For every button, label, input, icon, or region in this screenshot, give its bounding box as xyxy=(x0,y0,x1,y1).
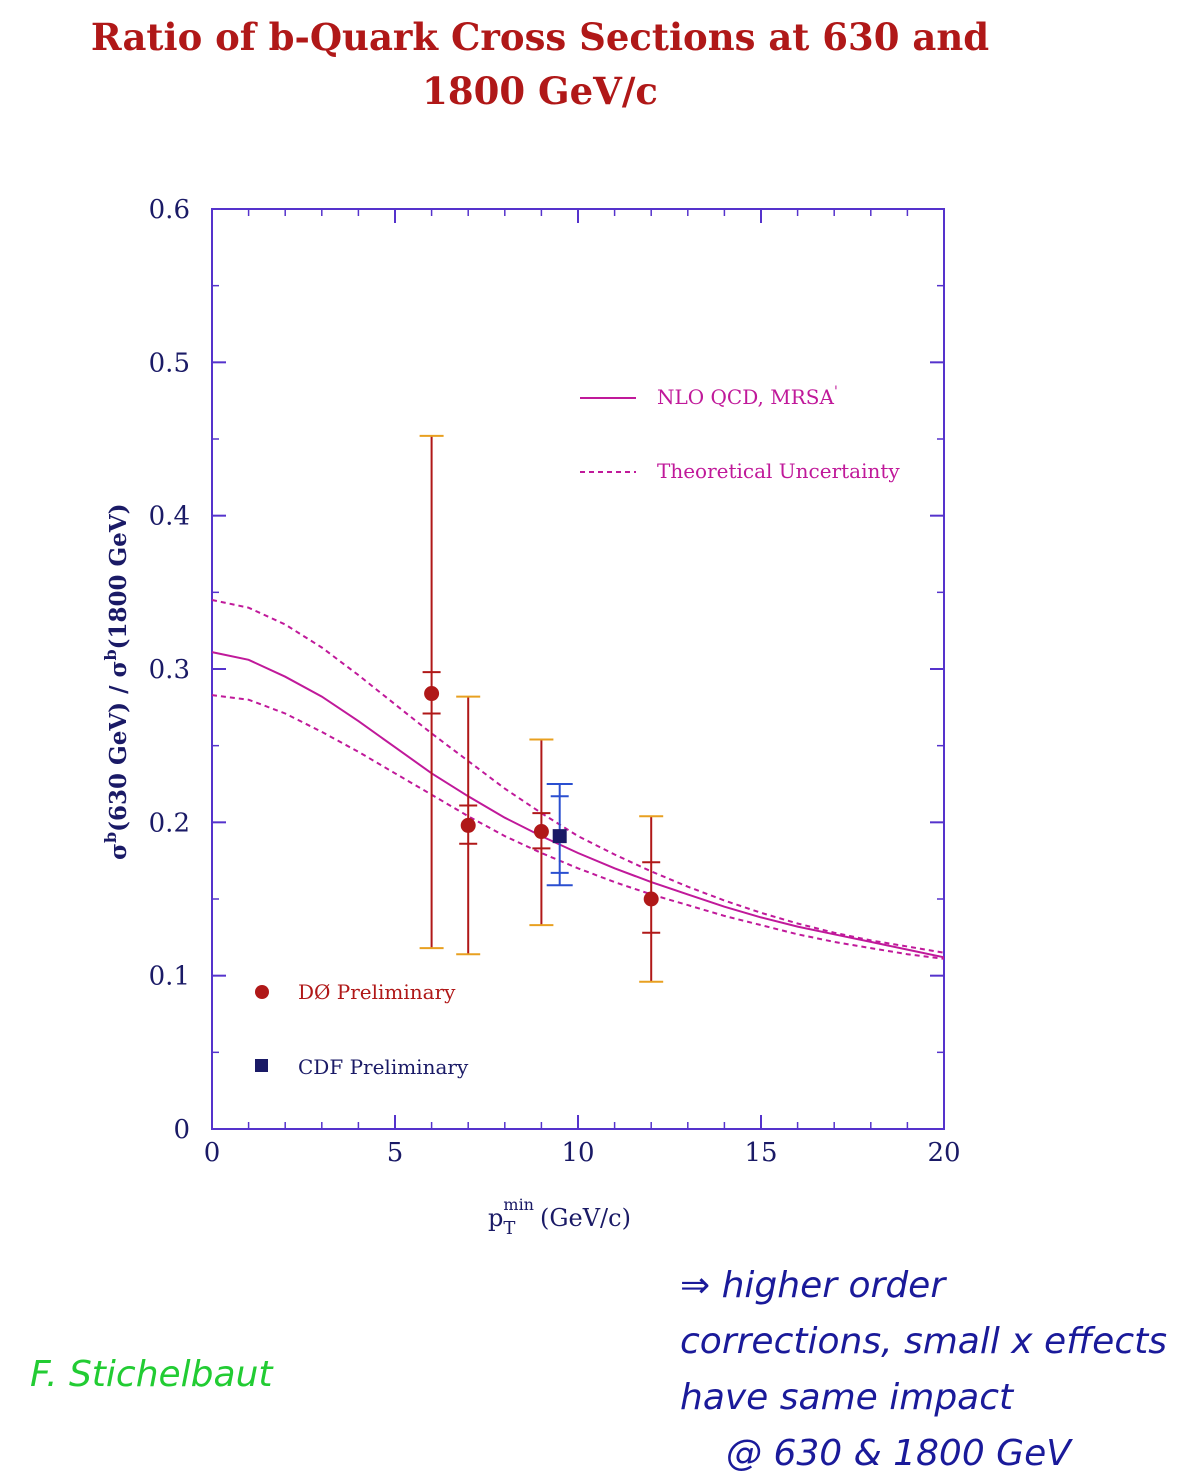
legend-nlo-label: NLO QCD, MRSA' xyxy=(657,384,838,409)
signature-annotation: F. Stichelbaut xyxy=(30,1354,273,1395)
legend-d0-label: DØ Preliminary xyxy=(298,980,456,1004)
x-tick-label: 15 xyxy=(744,1138,777,1168)
y-tick-label: 0.4 xyxy=(149,502,190,532)
title-line-2: 1800 GeV/c xyxy=(422,69,658,113)
d0-data-point xyxy=(460,817,476,833)
y-tick-label: 0.6 xyxy=(149,195,190,225)
d0-data-point xyxy=(643,891,659,907)
y-tick-label: 0.3 xyxy=(149,655,190,685)
uncertainty-curve xyxy=(211,694,945,960)
note-line-2: corrections, small x effects xyxy=(680,1321,1167,1362)
x-tick-label: 20 xyxy=(927,1138,960,1168)
chart-points xyxy=(419,434,664,983)
note-line-4: @ 630 & 1800 GeV xyxy=(726,1433,1071,1474)
chart-legend: NLO QCD, MRSA' Theoretical Uncertainty D… xyxy=(255,384,900,1079)
y-axis-label: σb(630 GeV) / σb(1800 GeV) xyxy=(101,503,132,860)
y-tick-label: 0.1 xyxy=(149,962,190,992)
legend-cdf-marker xyxy=(255,1059,268,1072)
y-tick-label: 0.2 xyxy=(149,808,190,838)
x-tick-label: 10 xyxy=(561,1138,594,1168)
legend-cdf-label: CDF Preliminary xyxy=(298,1055,469,1079)
note-line-1: ⇒ higher order xyxy=(680,1265,946,1306)
axis-labels: pTmin (GeV/c) σb(630 GeV) / σb(1800 GeV) xyxy=(101,503,631,1239)
chart-ticks: 0 5 10 15 20 0 0.1 0.2 0.3 0.4 0.5 0.6 xyxy=(149,195,961,1168)
x-tick-label: 5 xyxy=(387,1138,404,1168)
chart-curves xyxy=(211,599,945,960)
handwritten-note: ⇒ higher order corrections, small x effe… xyxy=(680,1258,1167,1482)
d0-data-point xyxy=(424,686,440,702)
legend-uncertainty-label: Theoretical Uncertainty xyxy=(657,459,900,483)
title-line-1: Ratio of b-Quark Cross Sections at 630 a… xyxy=(90,15,990,59)
uncertainty-curve xyxy=(211,599,945,954)
x-tick-label: 0 xyxy=(204,1138,221,1168)
note-line-3: have same impact xyxy=(680,1377,1014,1418)
y-tick-label: 0 xyxy=(173,1115,190,1145)
legend-d0-marker xyxy=(255,985,269,999)
x-axis-label: pTmin (GeV/c) xyxy=(488,1195,631,1239)
y-tick-label: 0.5 xyxy=(149,348,190,378)
nlo-qcd-curve xyxy=(211,651,945,959)
d0-data-point xyxy=(533,824,549,840)
cdf-data-point xyxy=(552,829,567,844)
page-title: Ratio of b-Quark Cross Sections at 630 a… xyxy=(0,10,1080,118)
